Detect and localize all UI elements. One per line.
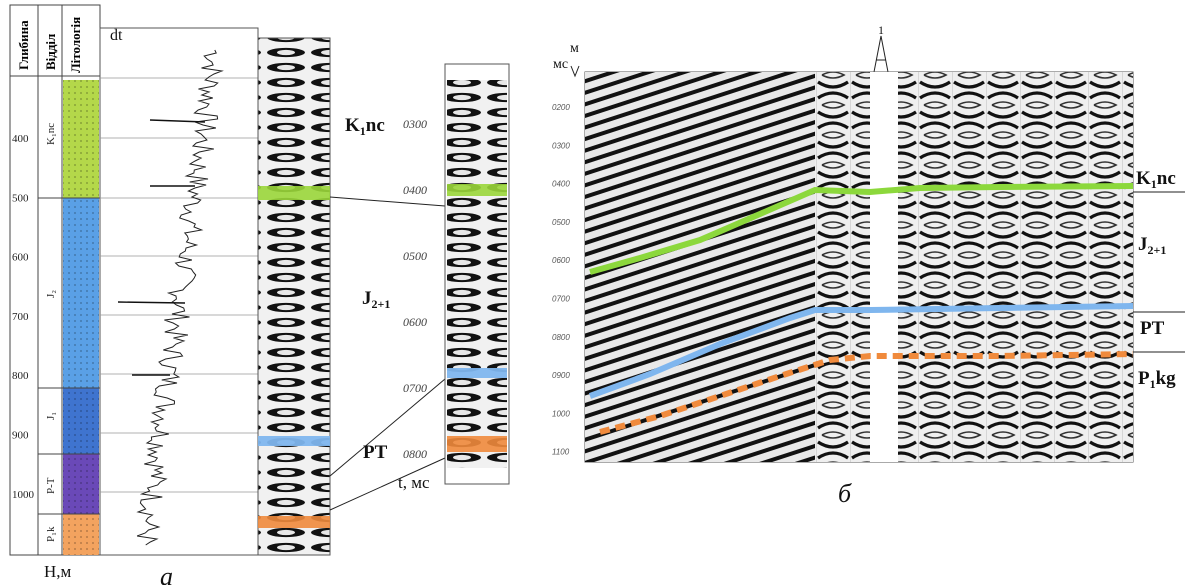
depth-axis: 400 500 600 700 800 900 1000 — [12, 133, 35, 501]
time-axis-label: t, мс — [398, 473, 430, 492]
seismic-model-part — [815, 72, 1133, 462]
synthetic-trace-strip — [257, 37, 331, 556]
depth-tick-label: 900 — [12, 430, 29, 442]
well-gap-lower — [870, 372, 898, 462]
log-label: dt — [110, 27, 123, 44]
horizon-pt-pick — [258, 436, 330, 446]
middle-pt-pick — [447, 368, 507, 378]
well-gap-upper — [870, 72, 898, 372]
middle-time-tick-label: 0800 — [403, 447, 427, 461]
section-time-tick-label: 0200 — [552, 103, 570, 112]
depth-tick-label: 1000 — [12, 489, 35, 501]
depth-tick-label: 400 — [12, 133, 29, 145]
strat-label-p-t: P-T — [45, 477, 57, 494]
section-time-tick-label: 0300 — [552, 141, 570, 150]
middle-time-tick-label: 0500 — [403, 249, 427, 263]
horizon-label-k1nc: K1nc — [1136, 168, 1176, 191]
horizon-p1kg-pick — [258, 516, 330, 528]
well-marker-label: 1 — [878, 23, 884, 37]
horizon-p1kg-line — [599, 351, 1134, 435]
middle-label-k1nc: K1nc — [345, 115, 385, 138]
log-spikes — [117, 119, 206, 376]
header-division: Відділ — [43, 34, 58, 70]
section-time-tick-label: 0400 — [552, 180, 570, 189]
depth-tick-label: 700 — [12, 311, 29, 323]
panel-b-letter: б — [838, 479, 852, 508]
correlation-lines — [329, 196, 446, 511]
middle-time-axis: 0300 0400 0500 0600 0700 0800 — [403, 117, 427, 461]
depth-tick-label: 600 — [12, 252, 29, 264]
depth-tick-label: 800 — [12, 370, 29, 382]
middle-p1kg-pick — [447, 436, 507, 452]
section-time-tick-label: 0800 — [552, 333, 570, 342]
strat-label-k1nc: K₁nc — [45, 123, 57, 145]
horizon-k1nc-pick — [258, 186, 330, 200]
horizon-label-pt: PT — [1140, 318, 1165, 339]
panel-b: м мс 1 0200 0300 0400 0500 0600 0700 0800 0900 1… — [552, 23, 1185, 508]
log-track-frame — [99, 27, 259, 556]
seismic-real-part — [585, 72, 815, 462]
middle-time-tick-label: 0400 — [403, 183, 427, 197]
depth-tick-label: 500 — [12, 192, 29, 204]
middle-label-pt: PT — [363, 442, 388, 463]
axis-arrow-icon — [570, 65, 580, 78]
middle-trace-wiggles — [447, 80, 507, 468]
middle-k1nc-pick — [447, 184, 507, 196]
strat-label-j1: J₁ — [45, 412, 57, 420]
depth-axis-label: Н,м — [44, 562, 72, 581]
axis-label-meters: м — [570, 41, 579, 56]
section-time-tick-label: 1100 — [552, 448, 570, 457]
section-time-tick-label: 0500 — [552, 218, 570, 227]
strat-label-j2: J₂ — [45, 290, 57, 298]
dt-log-curve — [136, 49, 224, 546]
horizon-k1nc-line — [589, 183, 1134, 275]
horizon-label-j21: J2+1 — [1138, 234, 1166, 257]
horizon-pt-line — [588, 303, 1134, 399]
middle-label-j21: J2+1 — [362, 288, 390, 311]
section-time-tick-label: 1000 — [552, 409, 570, 418]
axis-label-ms: мс — [553, 57, 568, 72]
header-depth: Глибина — [16, 20, 31, 70]
panel-a-letter: а — [160, 562, 173, 585]
horizon-ticks — [1133, 191, 1185, 353]
section-time-tick-label: 0600 — [552, 256, 570, 265]
section-time-axis: 0200 0300 0400 0500 0600 0700 0800 0900 1000 1100 — [552, 103, 570, 457]
lithology-texture — [63, 80, 99, 555]
panel-a: Глибина Відділ Літологія 400 500 600 700 800… — [9, 4, 331, 585]
strat-label-p1k: P₁k — [45, 526, 57, 542]
section-time-tick-label: 0700 — [552, 295, 570, 304]
derrick-icon — [873, 35, 889, 73]
middle-time-tick-label: 0700 — [403, 381, 427, 395]
middle-time-tick-label: 0300 — [403, 117, 427, 131]
middle-time-tick-label: 0600 — [403, 315, 427, 329]
horizon-label-p1kg: P1kg — [1138, 368, 1176, 391]
header-lithology: Літологія — [68, 17, 83, 73]
section-time-tick-label: 0900 — [552, 371, 570, 380]
middle-trace: 0300 0400 0500 0600 0700 0800 t, мс K1nc J2+1… — [345, 63, 510, 492]
